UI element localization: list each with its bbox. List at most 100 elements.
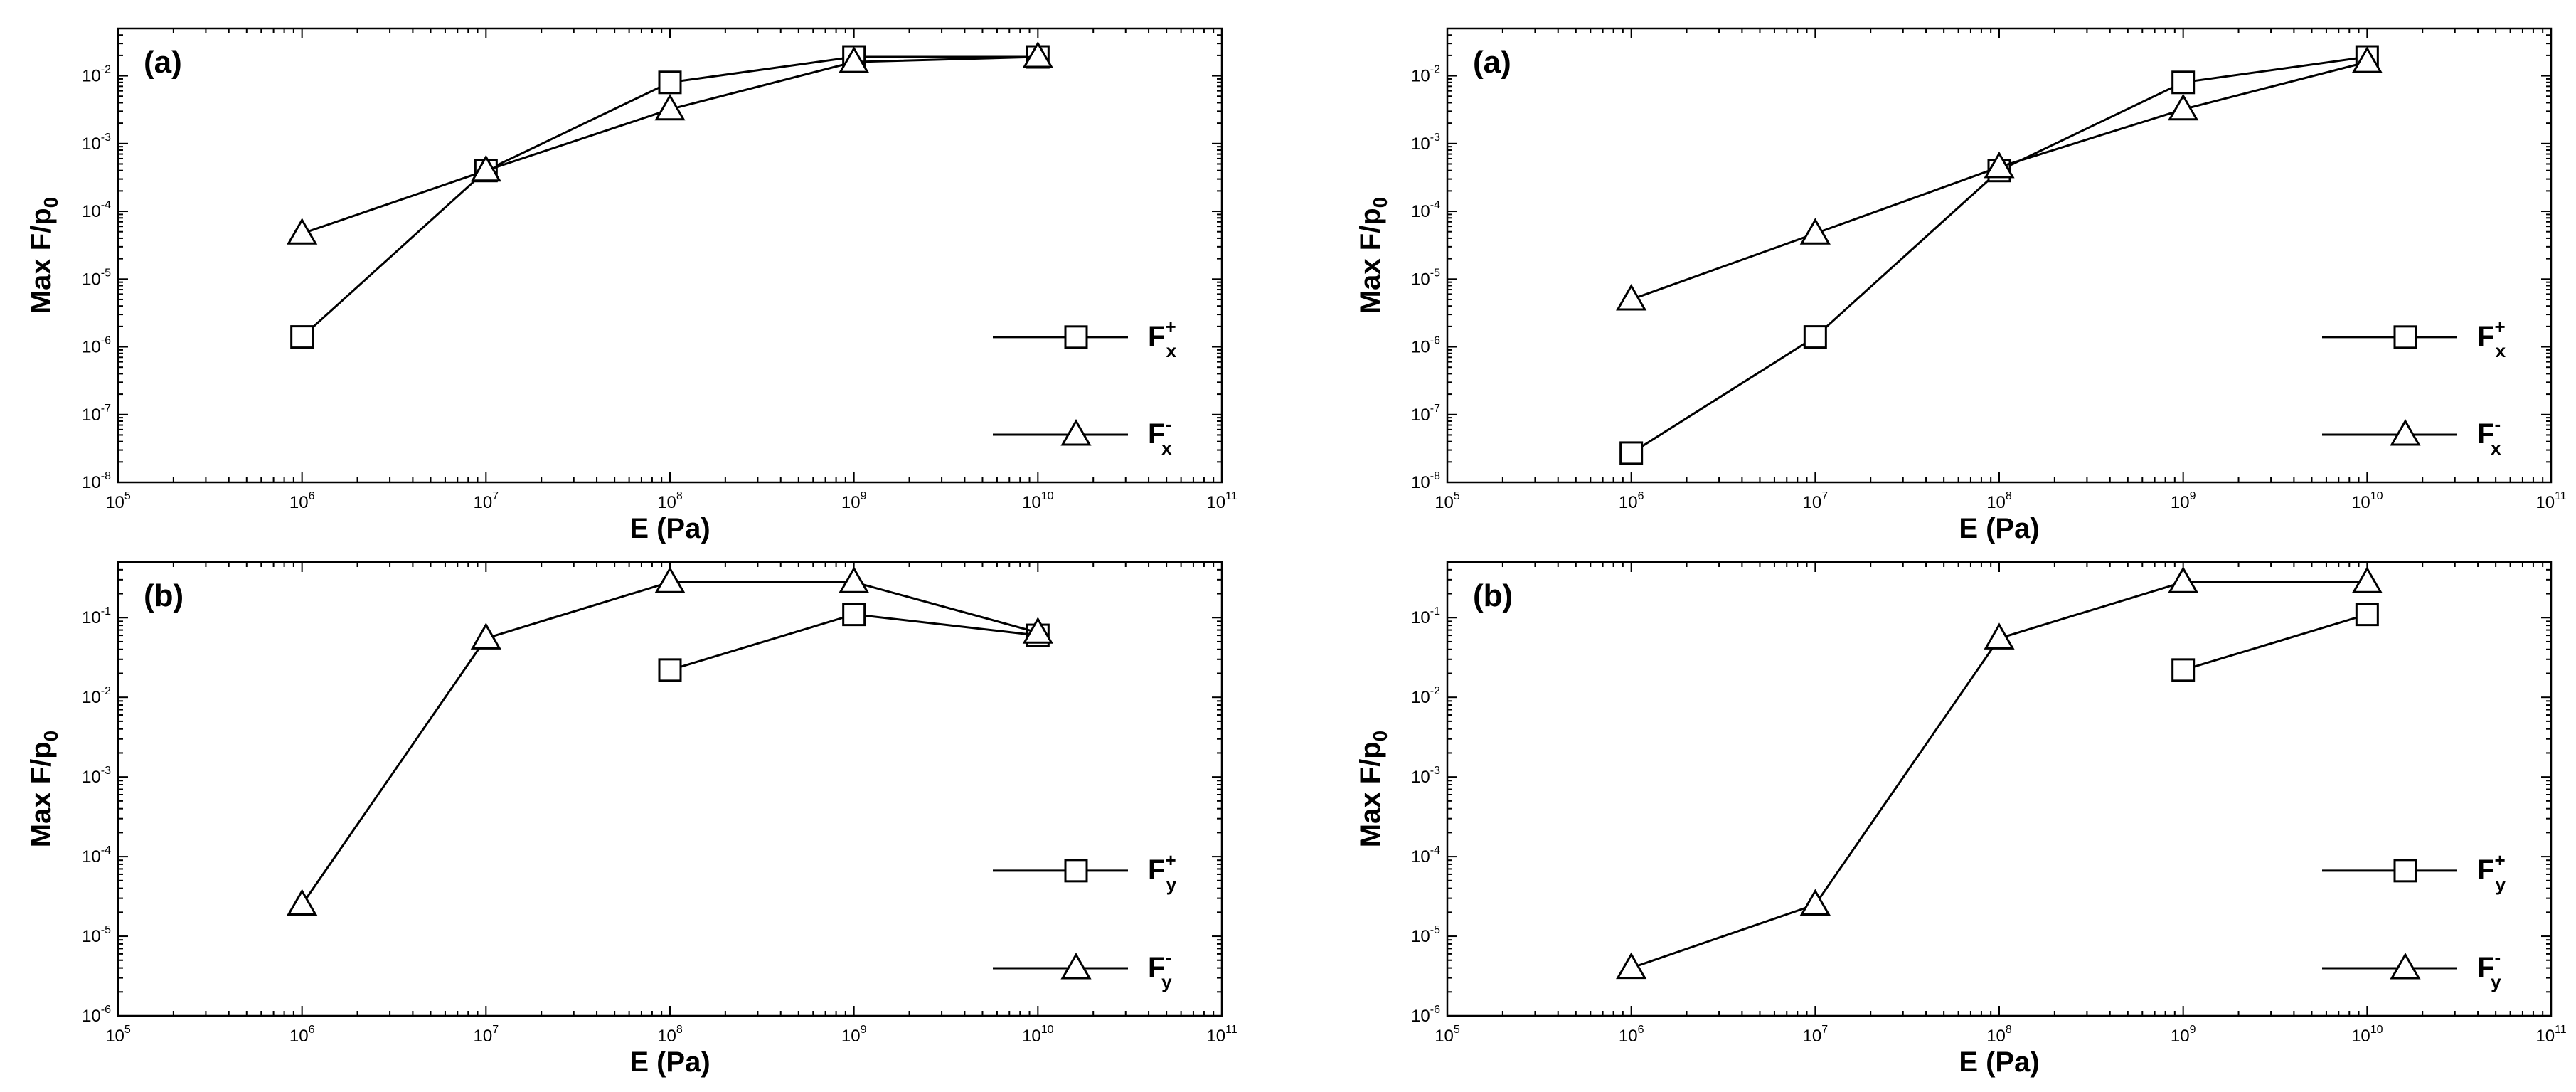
- data-point: [1616, 283, 1647, 311]
- data-point: [287, 218, 318, 245]
- y-tick-mantissa: 10: [82, 405, 101, 425]
- legend: F+ yF-y: [2322, 849, 2506, 992]
- x-tick-label: 107: [1803, 1024, 1829, 1046]
- legend-label-subscript: y: [1161, 971, 1172, 992]
- y-tick-label: 10-2: [82, 64, 111, 86]
- y-tick-label: 10-5: [82, 924, 111, 946]
- y-tick-mantissa: 10: [1411, 1007, 1430, 1026]
- legend-label-subscript: y: [2496, 874, 2506, 895]
- x-tick-label: 1011: [2535, 1024, 2566, 1046]
- x-tick-exponent: 8: [2006, 490, 2012, 502]
- series-minus: [287, 566, 1053, 916]
- legend-label: F- x: [1148, 413, 1172, 459]
- plot-frame: [1446, 27, 2553, 484]
- y-tick-exponent: -6: [1430, 335, 1440, 347]
- x-tick-mantissa: 10: [2535, 1027, 2555, 1046]
- y-axis-label-main: Max F/p: [26, 208, 57, 314]
- data-point: [2351, 566, 2383, 593]
- x-tick-label: 1010: [1022, 490, 1054, 512]
- legend-label-name: F: [1148, 418, 1165, 450]
- x-tick-label: 109: [2171, 1024, 2196, 1046]
- x-tick-mantissa: 10: [1619, 1027, 1638, 1046]
- x-tick-label: 105: [1435, 1024, 1460, 1046]
- legend-label-subscript: x: [2496, 340, 2506, 361]
- x-tick-label: 105: [1435, 490, 1460, 512]
- y-axis-label: Max F/p0: [1355, 197, 1391, 314]
- y-tick-exponent: -6: [1430, 1004, 1440, 1016]
- y-tick-exponent: -2: [1430, 685, 1440, 697]
- y-tick-label: 10-4: [82, 844, 111, 866]
- x-tick-exponent: 8: [2006, 1024, 2012, 1036]
- x-tick-label: 106: [289, 490, 315, 512]
- x-tick-label: 108: [657, 1024, 683, 1046]
- legend-label-subscript: x: [2491, 438, 2501, 459]
- chart-panel-4: 105 106 107 108 109 1010 101110-610-510-410-31…: [1355, 561, 2567, 1078]
- x-tick-mantissa: 10: [2171, 493, 2190, 512]
- y-tick-label: 10-8: [82, 470, 111, 492]
- y-tick-exponent: -4: [101, 844, 111, 857]
- x-tick-exponent: 9: [861, 1024, 867, 1036]
- series-plus: [2171, 603, 2379, 682]
- legend-label-name: F: [2477, 854, 2494, 886]
- legend-label: F- x: [2477, 413, 2501, 459]
- data-point: [2351, 46, 2383, 73]
- y-axis-label: Max F/p0: [1355, 731, 1391, 847]
- x-tick-exponent: 10: [2370, 490, 2383, 502]
- y-axis-label: Max F/p0: [26, 197, 62, 314]
- y-tick-exponent: -3: [1430, 132, 1440, 144]
- x-tick-exponent: 9: [2190, 1024, 2196, 1036]
- data-point: [2171, 70, 2196, 95]
- data-point: [839, 46, 870, 73]
- y-tick-mantissa: 10: [82, 688, 101, 707]
- legend: F+ xF-x: [993, 316, 1177, 459]
- x-tick-exponent: 6: [309, 1024, 315, 1036]
- legend: F+ xF-x: [2322, 316, 2506, 459]
- y-tick-mantissa: 10: [82, 134, 101, 154]
- x-tick-mantissa: 10: [105, 493, 124, 512]
- y-axis-label-subscript: 0: [1369, 731, 1391, 742]
- legend-label-subscript: y: [1166, 874, 1177, 895]
- x-tick-mantissa: 10: [105, 1027, 124, 1046]
- x-tick-mantissa: 10: [841, 493, 861, 512]
- x-tick-mantissa: 10: [1803, 1027, 1822, 1046]
- x-tick-mantissa: 10: [1619, 493, 1638, 512]
- y-tick-mantissa: 10: [82, 608, 101, 627]
- x-tick-exponent: 6: [1638, 490, 1644, 502]
- y-axis-label-subscript: 0: [40, 731, 62, 742]
- y-tick-mantissa: 10: [1411, 338, 1430, 357]
- data-point: [1022, 617, 1053, 644]
- y-tick-label: 10-3: [82, 132, 111, 154]
- x-tick-mantissa: 10: [1022, 1027, 1041, 1046]
- y-tick-mantissa: 10: [1411, 927, 1430, 946]
- x-tick-label: 107: [1803, 490, 1829, 512]
- y-tick-exponent: -8: [1430, 470, 1440, 482]
- x-tick-exponent: 10: [1041, 1024, 1054, 1036]
- y-tick-mantissa: 10: [1411, 473, 1430, 492]
- data-point: [470, 622, 501, 650]
- x-tick-exponent: 9: [861, 490, 867, 502]
- data-point: [287, 889, 318, 916]
- chart-panel-1: 105 106 107 108 109 1010 101110-810-710-610-51…: [26, 27, 1238, 544]
- x-tick-mantissa: 10: [2535, 493, 2555, 512]
- x-tick-exponent: 10: [2370, 1024, 2383, 1036]
- y-tick-mantissa: 10: [1411, 688, 1430, 707]
- x-tick-label: 105: [105, 1024, 131, 1046]
- data-point: [1619, 441, 1644, 465]
- x-tick-exponent: 9: [2190, 490, 2196, 502]
- data-point: [1984, 622, 2015, 650]
- x-tick-label: 109: [2171, 490, 2196, 512]
- y-tick-exponent: -7: [101, 403, 111, 415]
- x-tick-exponent: 11: [1225, 490, 1238, 502]
- x-tick-label: 106: [1619, 1024, 1644, 1046]
- data-point: [2355, 603, 2379, 627]
- x-axis-label: E (Pa): [629, 513, 710, 544]
- y-tick-mantissa: 10: [82, 67, 101, 86]
- x-tick-exponent: 6: [309, 490, 315, 502]
- x-tick-mantissa: 10: [657, 493, 676, 512]
- legend-label-subscript: x: [1161, 438, 1172, 459]
- legend-label-name: F: [1148, 952, 1165, 983]
- y-axis-label: Max F/p0: [26, 731, 62, 847]
- legend-label-subscript: x: [1166, 340, 1177, 361]
- series-line: [1630, 55, 2368, 455]
- x-tick-exponent: 8: [676, 490, 683, 502]
